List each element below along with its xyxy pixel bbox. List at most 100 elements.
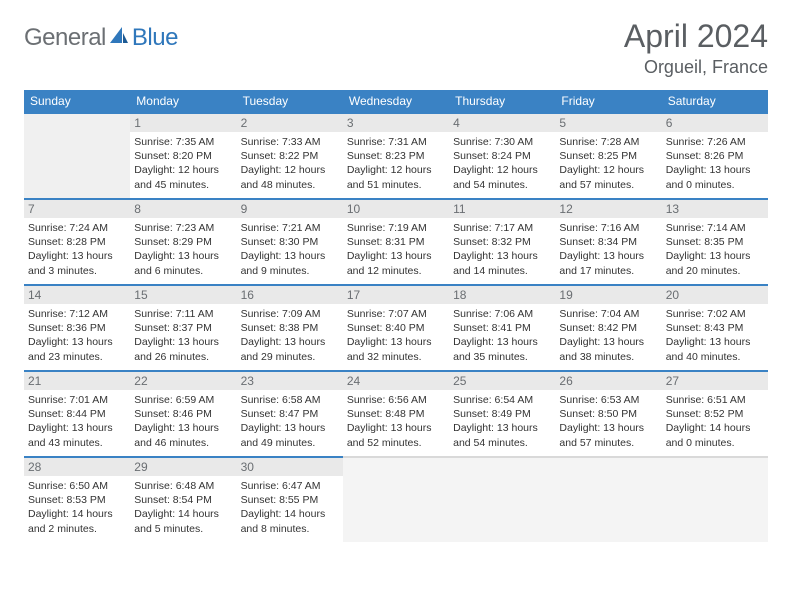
calendar-cell: 3Sunrise: 7:31 AMSunset: 8:23 PMDaylight… — [343, 112, 449, 198]
sunrise-line: Sunrise: 6:51 AM — [666, 393, 764, 407]
day-info: Sunrise: 7:02 AMSunset: 8:43 PMDaylight:… — [666, 307, 764, 364]
day-number: 29 — [130, 458, 236, 476]
daylight-line: Daylight: 13 hours and 23 minutes. — [28, 335, 126, 363]
sunset-line: Sunset: 8:40 PM — [347, 321, 445, 335]
day-cell: 19Sunrise: 7:04 AMSunset: 8:42 PMDayligh… — [555, 284, 661, 370]
sunset-line: Sunset: 8:24 PM — [453, 149, 551, 163]
calendar-week: 28Sunrise: 6:50 AMSunset: 8:53 PMDayligh… — [24, 456, 768, 542]
sunset-line: Sunset: 8:37 PM — [134, 321, 232, 335]
sunset-line: Sunset: 8:47 PM — [241, 407, 339, 421]
daylight-line: Daylight: 13 hours and 26 minutes. — [134, 335, 232, 363]
weekday-header: Friday — [555, 90, 661, 112]
day-cell: 8Sunrise: 7:23 AMSunset: 8:29 PMDaylight… — [130, 198, 236, 284]
weekday-header: Wednesday — [343, 90, 449, 112]
daylight-line: Daylight: 14 hours and 5 minutes. — [134, 507, 232, 535]
daylight-line: Daylight: 14 hours and 2 minutes. — [28, 507, 126, 535]
day-number: 19 — [555, 286, 661, 304]
sunrise-line: Sunrise: 6:58 AM — [241, 393, 339, 407]
day-cell: 12Sunrise: 7:16 AMSunset: 8:34 PMDayligh… — [555, 198, 661, 284]
calendar-cell: 11Sunrise: 7:17 AMSunset: 8:32 PMDayligh… — [449, 198, 555, 284]
day-number: 27 — [662, 372, 768, 390]
sunrise-line: Sunrise: 7:07 AM — [347, 307, 445, 321]
day-number: 26 — [555, 372, 661, 390]
day-cell: 11Sunrise: 7:17 AMSunset: 8:32 PMDayligh… — [449, 198, 555, 284]
sunset-line: Sunset: 8:29 PM — [134, 235, 232, 249]
day-number: 15 — [130, 286, 236, 304]
day-number: 23 — [237, 372, 343, 390]
page-header: General Blue April 2024 Orgueil, France — [24, 18, 768, 78]
day-cell: 26Sunrise: 6:53 AMSunset: 8:50 PMDayligh… — [555, 370, 661, 456]
sunrise-line: Sunrise: 7:14 AM — [666, 221, 764, 235]
calendar-week: 14Sunrise: 7:12 AMSunset: 8:36 PMDayligh… — [24, 284, 768, 370]
calendar-cell: 22Sunrise: 6:59 AMSunset: 8:46 PMDayligh… — [130, 370, 236, 456]
day-info: Sunrise: 7:11 AMSunset: 8:37 PMDaylight:… — [134, 307, 232, 364]
sunrise-line: Sunrise: 6:59 AM — [134, 393, 232, 407]
calendar-cell: 5Sunrise: 7:28 AMSunset: 8:25 PMDaylight… — [555, 112, 661, 198]
sunrise-line: Sunrise: 7:17 AM — [453, 221, 551, 235]
location-label: Orgueil, France — [624, 57, 768, 78]
calendar-table: SundayMondayTuesdayWednesdayThursdayFrid… — [24, 90, 768, 542]
calendar-cell: 26Sunrise: 6:53 AMSunset: 8:50 PMDayligh… — [555, 370, 661, 456]
calendar-cell: 16Sunrise: 7:09 AMSunset: 8:38 PMDayligh… — [237, 284, 343, 370]
day-cell: 7Sunrise: 7:24 AMSunset: 8:28 PMDaylight… — [24, 198, 130, 284]
calendar-week: 21Sunrise: 7:01 AMSunset: 8:44 PMDayligh… — [24, 370, 768, 456]
calendar-cell: 27 Sunrise: 6:51 AMSunset: 8:52 PMDayligh… — [662, 370, 768, 456]
daylight-line: Daylight: 13 hours and 49 minutes. — [241, 421, 339, 449]
calendar-cell: 18Sunrise: 7:06 AMSunset: 8:41 PMDayligh… — [449, 284, 555, 370]
day-number: 2 — [237, 114, 343, 132]
sunrise-line: Sunrise: 6:48 AM — [134, 479, 232, 493]
sunset-line: Sunset: 8:55 PM — [241, 493, 339, 507]
day-info: Sunrise: 6:58 AMSunset: 8:47 PMDaylight:… — [241, 393, 339, 450]
calendar-cell — [449, 456, 555, 542]
sunrise-line: Sunrise: 6:54 AM — [453, 393, 551, 407]
daylight-line: Daylight: 13 hours and 43 minutes. — [28, 421, 126, 449]
day-info: Sunrise: 7:16 AMSunset: 8:34 PMDaylight:… — [559, 221, 657, 278]
day-number: 1 — [130, 114, 236, 132]
day-info: Sunrise: 7:07 AMSunset: 8:40 PMDaylight:… — [347, 307, 445, 364]
sunrise-line: Sunrise: 7:24 AM — [28, 221, 126, 235]
day-info: Sunrise: 7:14 AMSunset: 8:35 PMDaylight:… — [666, 221, 764, 278]
logo-word-general: General — [24, 24, 106, 52]
calendar-cell: 21Sunrise: 7:01 AMSunset: 8:44 PMDayligh… — [24, 370, 130, 456]
day-info: Sunrise: 6:51 AMSunset: 8:52 PMDaylight:… — [666, 393, 764, 450]
calendar-cell: 17Sunrise: 7:07 AMSunset: 8:40 PMDayligh… — [343, 284, 449, 370]
day-info: Sunrise: 7:24 AMSunset: 8:28 PMDaylight:… — [28, 221, 126, 278]
day-info: Sunrise: 7:12 AMSunset: 8:36 PMDaylight:… — [28, 307, 126, 364]
title-block: April 2024 Orgueil, France — [624, 18, 768, 78]
empty-cell — [662, 456, 768, 542]
logo: General Blue — [24, 24, 178, 52]
daylight-line: Daylight: 13 hours and 29 minutes. — [241, 335, 339, 363]
day-cell: 20Sunrise: 7:02 AMSunset: 8:43 PMDayligh… — [662, 284, 768, 370]
sunrise-line: Sunrise: 7:04 AM — [559, 307, 657, 321]
daylight-line: Daylight: 13 hours and 52 minutes. — [347, 421, 445, 449]
calendar-cell: 6Sunrise: 7:26 AMSunset: 8:26 PMDaylight… — [662, 112, 768, 198]
daylight-line: Daylight: 13 hours and 35 minutes. — [453, 335, 551, 363]
weekday-header-row: SundayMondayTuesdayWednesdayThursdayFrid… — [24, 90, 768, 112]
calendar-cell: 8Sunrise: 7:23 AMSunset: 8:29 PMDaylight… — [130, 198, 236, 284]
sunset-line: Sunset: 8:52 PM — [666, 407, 764, 421]
weekday-header: Tuesday — [237, 90, 343, 112]
sunrise-line: Sunrise: 7:35 AM — [134, 135, 232, 149]
day-cell: 27 Sunrise: 6:51 AMSunset: 8:52 PMDayligh… — [662, 370, 768, 456]
day-cell: 23 Sunrise: 6:58 AMSunset: 8:47 PMDayligh… — [237, 370, 343, 456]
day-cell: 5Sunrise: 7:28 AMSunset: 8:25 PMDaylight… — [555, 112, 661, 198]
day-cell: 17Sunrise: 7:07 AMSunset: 8:40 PMDayligh… — [343, 284, 449, 370]
sunset-line: Sunset: 8:48 PM — [347, 407, 445, 421]
day-info: Sunrise: 6:48 AMSunset: 8:54 PMDaylight:… — [134, 479, 232, 536]
daylight-line: Daylight: 13 hours and 40 minutes. — [666, 335, 764, 363]
day-info: Sunrise: 7:26 AMSunset: 8:26 PMDaylight:… — [666, 135, 764, 192]
sunrise-line: Sunrise: 7:26 AM — [666, 135, 764, 149]
day-info: Sunrise: 7:06 AMSunset: 8:41 PMDaylight:… — [453, 307, 551, 364]
day-number: 4 — [449, 114, 555, 132]
calendar-page: General Blue April 2024 Orgueil, France … — [0, 0, 792, 560]
calendar-cell: 15 Sunrise: 7:11 AMSunset: 8:37 PMDayligh… — [130, 284, 236, 370]
day-number: 24 — [343, 372, 449, 390]
calendar-cell — [662, 456, 768, 542]
day-cell: 9Sunrise: 7:21 AMSunset: 8:30 PMDaylight… — [237, 198, 343, 284]
calendar-cell: 19Sunrise: 7:04 AMSunset: 8:42 PMDayligh… — [555, 284, 661, 370]
day-number: 28 — [24, 458, 130, 476]
day-info: Sunrise: 7:21 AMSunset: 8:30 PMDaylight:… — [241, 221, 339, 278]
daylight-line: Daylight: 13 hours and 14 minutes. — [453, 249, 551, 277]
calendar-cell: 25Sunrise: 6:54 AMSunset: 8:49 PMDayligh… — [449, 370, 555, 456]
sunset-line: Sunset: 8:35 PM — [666, 235, 764, 249]
